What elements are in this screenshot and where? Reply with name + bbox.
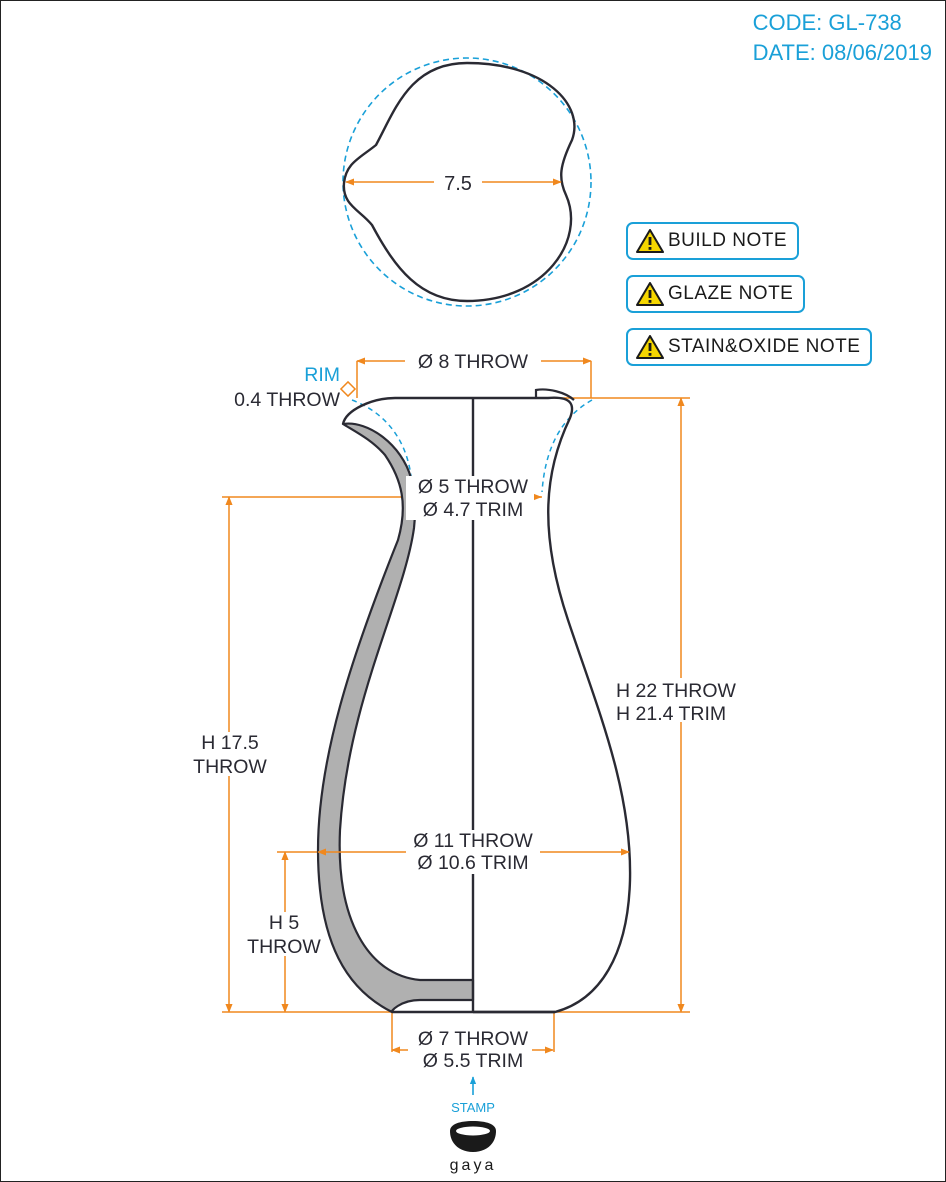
gaya-brand-label: gaya	[450, 1157, 497, 1174]
build-note-label: BUILD NOTE	[668, 230, 788, 251]
top-view-outline	[342, 61, 576, 303]
label-bg-body	[406, 830, 540, 874]
gaya-bowl-rim	[456, 1126, 490, 1136]
code-date-block: CODE: GL-738 DATE: 08/06/2019	[753, 8, 932, 68]
stain-oxide-note-label: STAIN&OXIDE NOTE	[668, 336, 861, 357]
neck-throw-label: Ø 5 THROW	[418, 476, 529, 498]
label-backgrounds	[190, 350, 752, 1072]
label-bg-belly-height	[246, 912, 322, 956]
stain-oxide-note-button[interactable]: STAIN&OXIDE NOTE	[626, 328, 873, 366]
label-bg-total-height	[612, 678, 752, 722]
belly-height-label-1: H 5	[269, 912, 300, 934]
rim-marker	[339, 380, 357, 398]
neck-height-label-1: H 17.5	[201, 732, 259, 754]
base-throw-label: Ø 7 THROW	[418, 1028, 529, 1050]
body-trim-label: Ø 10.6 TRIM	[417, 852, 528, 874]
date-label: DATE: 08/06/2019	[752, 40, 932, 65]
top-view-guide-circle	[342, 57, 592, 307]
build-note-button[interactable]: BUILD NOTE	[626, 222, 800, 260]
base-trim-label: Ø 5.5 TRIM	[423, 1050, 523, 1072]
wall-cross-section	[316, 422, 475, 1014]
gaya-logo	[450, 1121, 496, 1152]
top-width-label-bg	[434, 171, 482, 193]
warning-icon	[636, 335, 664, 359]
neck-trim-label: Ø 4.7 TRIM	[423, 499, 523, 521]
right-throw-guide	[541, 399, 593, 493]
rim-label: RIM	[304, 364, 340, 386]
label-bg-base	[408, 1028, 532, 1072]
total-height-trim-label: H 21.4 TRIM	[616, 703, 726, 725]
label-bg-top	[405, 350, 541, 372]
stamp-section: STAMP gaya	[450, 1076, 497, 1174]
stamp-label: STAMP	[451, 1100, 495, 1115]
dimension-labels: Ø 8 THROW RIM 0.4 THROW Ø 5 THROW Ø 4.7 …	[193, 351, 736, 1072]
glaze-note-label: GLAZE NOTE	[668, 283, 794, 304]
rim-thickness-label: 0.4 THROW	[234, 389, 340, 411]
total-height-throw-label: H 22 THROW	[616, 680, 736, 702]
code-label: CODE: GL-738	[752, 10, 902, 35]
label-bg-neck-height	[190, 732, 270, 776]
vase-outline-left	[341, 396, 473, 425]
spout-lip	[534, 388, 575, 401]
body-throw-label: Ø 11 THROW	[413, 830, 533, 852]
neck-height-label-2: THROW	[193, 756, 267, 778]
top-view: 7.5	[342, 57, 592, 307]
belly-height-label-2: THROW	[247, 936, 321, 958]
top-width-label: 7.5	[444, 173, 472, 195]
label-bg-neck	[406, 476, 534, 520]
gaya-bowl-icon	[450, 1121, 496, 1152]
warning-icon	[636, 229, 664, 253]
glaze-note-button[interactable]: GLAZE NOTE	[626, 275, 806, 313]
top-diameter-label: Ø 8 THROW	[418, 351, 529, 373]
vase-outline-right	[473, 396, 632, 1014]
warning-icon	[636, 282, 664, 306]
